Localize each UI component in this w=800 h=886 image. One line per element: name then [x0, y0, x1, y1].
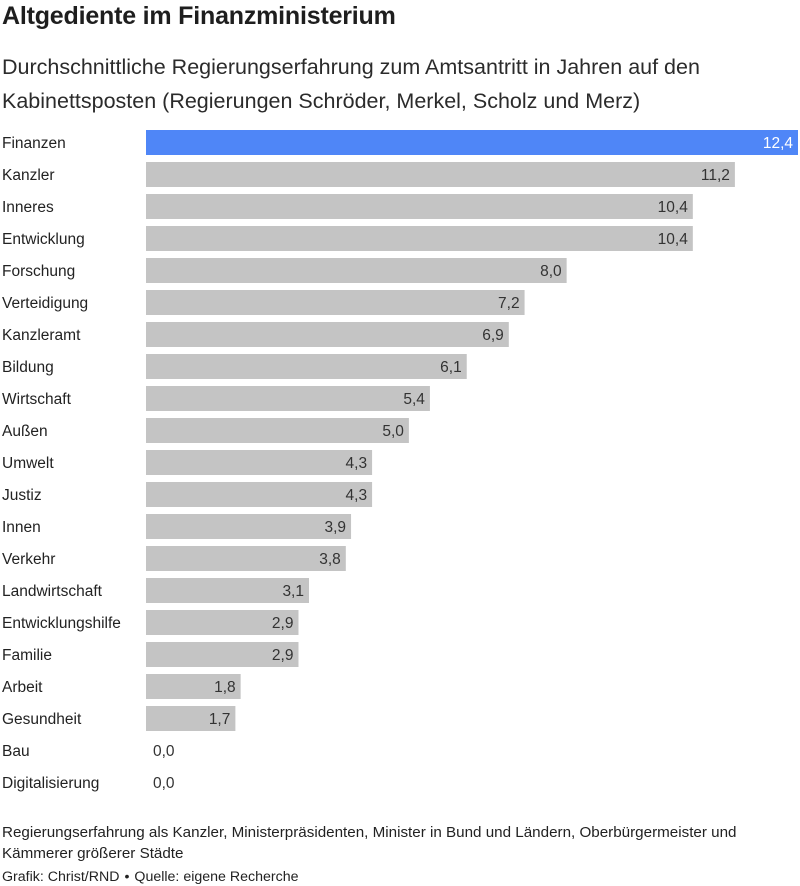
chart-subtitle: Durchschnittliche Regierungserfahrung zu… [2, 55, 700, 113]
chart-title: Altgediente im Finanzministerium [2, 2, 396, 30]
bar [146, 674, 241, 699]
bar [146, 194, 693, 219]
category-label: Entwicklung [2, 231, 85, 248]
bar [146, 706, 236, 731]
credit-graphic: Grafik: Christ/RND [2, 869, 120, 885]
category-label: Verkehr [2, 551, 55, 568]
bar [146, 226, 693, 251]
value-label: 0,0 [153, 775, 175, 792]
category-label: Kanzleramt [2, 327, 81, 344]
value-label: 5,0 [382, 423, 404, 440]
bar-chart: Finanzen 12,4 Kanzler 11,2 Inneres 10,4 Entwic… [2, 130, 798, 792]
bar [146, 482, 373, 507]
bar [146, 258, 567, 283]
bar [146, 162, 735, 187]
category-label: Bau [2, 743, 30, 760]
bar [146, 386, 430, 411]
category-label: Umwelt [2, 455, 54, 472]
bar [146, 418, 409, 443]
value-label: 5,4 [403, 391, 425, 408]
category-label: Finanzen [2, 135, 66, 152]
value-label: 10,4 [658, 231, 689, 248]
value-label: 1,8 [214, 679, 236, 696]
bar [146, 290, 525, 315]
value-label: 6,9 [482, 327, 504, 344]
credit-line: Grafik: Christ/RND • Quelle: eigene Recher… [2, 869, 298, 885]
value-label: 3,1 [282, 583, 304, 600]
category-label: Verteidigung [2, 295, 88, 312]
value-label: 7,2 [498, 295, 520, 312]
category-label: Digitalisierung [2, 775, 99, 792]
value-label: 2,9 [272, 615, 294, 632]
category-label: Justiz [2, 487, 42, 504]
bar [146, 546, 346, 571]
bar [146, 610, 299, 635]
value-label: 1,7 [209, 711, 231, 728]
bar [146, 354, 467, 379]
value-label: 12,4 [763, 135, 794, 152]
value-label: 10,4 [658, 199, 689, 216]
category-label: Arbeit [2, 679, 43, 696]
category-label: Gesundheit [2, 711, 82, 728]
category-label: Innen [2, 519, 41, 536]
value-label: 0,0 [153, 743, 175, 760]
bar [146, 450, 373, 475]
value-label: 8,0 [540, 263, 562, 280]
category-label: Bildung [2, 359, 54, 376]
value-label: 4,3 [346, 455, 368, 472]
value-label: 2,9 [272, 647, 294, 664]
credit-source: Quelle: eigene Recherche [134, 869, 299, 885]
value-label: 3,9 [325, 519, 347, 536]
bar [146, 322, 509, 347]
category-label: Wirtschaft [2, 391, 72, 408]
bar [146, 578, 309, 603]
value-label: 4,3 [346, 487, 368, 504]
category-label: Forschung [2, 263, 75, 280]
value-label: 3,8 [319, 551, 341, 568]
category-label: Landwirtschaft [2, 583, 103, 600]
category-label: Außen [2, 423, 48, 440]
footnote: Regierungserfahrung als Kanzler, Ministe… [2, 824, 737, 862]
value-label: 11,2 [701, 167, 730, 184]
category-label: Inneres [2, 199, 54, 216]
bar [146, 514, 352, 539]
value-label: 6,1 [440, 359, 462, 376]
category-label: Kanzler [2, 167, 55, 184]
credit-separator: • [124, 869, 130, 885]
bar [146, 642, 299, 667]
category-label: Entwicklungshilfe [2, 615, 121, 632]
category-label: Familie [2, 647, 52, 664]
bar [146, 130, 798, 155]
